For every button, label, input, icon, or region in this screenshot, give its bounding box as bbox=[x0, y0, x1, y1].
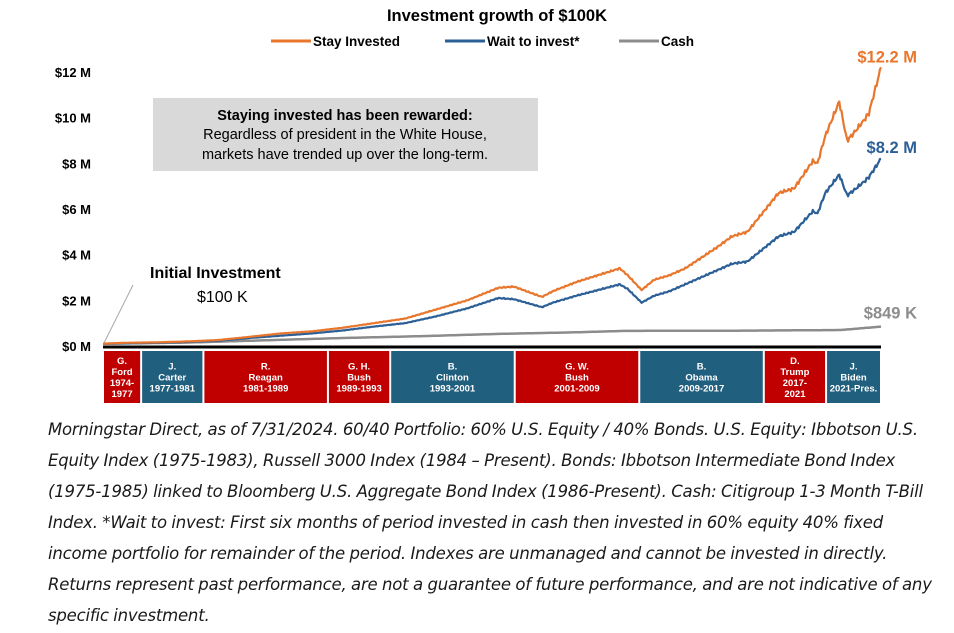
series-line-wait-to-invest bbox=[102, 157, 882, 345]
series-end-labels: $12.2 M $8.2 M $849 K bbox=[857, 48, 917, 322]
president-band-background bbox=[204, 351, 327, 403]
annotation-box-line-1: Regardless of president in the White Hou… bbox=[203, 127, 487, 143]
president-band-text: 2009-2017 bbox=[679, 384, 724, 395]
y-tick-label: $12 M bbox=[55, 65, 91, 80]
president-band-text: 2021 bbox=[784, 389, 806, 400]
president-band-text: Obama bbox=[685, 373, 718, 384]
president-band-text: D. bbox=[790, 356, 800, 367]
legend-label-cash: Cash bbox=[661, 34, 694, 49]
president-band-text: 1977 bbox=[111, 389, 132, 400]
president-band-text: Ford bbox=[112, 367, 133, 378]
legend-label-wait-to-invest: Wait to invest* bbox=[487, 34, 580, 49]
y-tick-label: $2 M bbox=[62, 293, 91, 308]
legend: Stay Invested Wait to invest* Cash bbox=[271, 34, 694, 49]
president-band-text: G. bbox=[117, 356, 127, 367]
president-band-text: Biden bbox=[840, 373, 867, 384]
president-band-text: 2001-2009 bbox=[554, 384, 599, 395]
initial-investment-annotation: Initial Investment $100 K bbox=[103, 265, 281, 344]
president-band-text: 1993-2001 bbox=[430, 384, 476, 395]
president-band-text: Clinton bbox=[436, 373, 469, 384]
initial-investment-value: $100 K bbox=[197, 289, 248, 306]
investment-growth-chart: Investment growth of $100K Stay Invested… bbox=[55, 7, 917, 403]
president-band-text: Bush bbox=[347, 373, 371, 384]
y-tick-label: $10 M bbox=[55, 111, 91, 126]
president-band-background bbox=[142, 351, 203, 403]
president-band-background bbox=[391, 351, 514, 403]
president-band-background bbox=[328, 351, 390, 403]
legend-label-stay-invested: Stay Invested bbox=[313, 34, 400, 49]
president-band-text: G. H. bbox=[348, 362, 370, 373]
y-tick-label: $8 M bbox=[62, 156, 91, 171]
series-lines bbox=[102, 66, 882, 345]
president-band-text: Reagan bbox=[249, 373, 284, 384]
president-band-text: J. bbox=[850, 362, 858, 373]
president-band-text: 2017- bbox=[783, 378, 807, 389]
series-line-cash bbox=[102, 325, 882, 345]
series-line-stay-invested bbox=[102, 66, 882, 345]
president-band-text: B. bbox=[448, 362, 458, 373]
president-band-text: 1989-1993 bbox=[336, 384, 381, 395]
end-label-stay-invested: $12.2 M bbox=[857, 48, 917, 66]
president-band-background bbox=[104, 351, 141, 403]
president-band-background bbox=[827, 351, 880, 403]
president-band-text: 2021-Pres. bbox=[830, 384, 878, 395]
president-band-background bbox=[515, 351, 639, 403]
end-label-cash: $849 K bbox=[864, 305, 917, 323]
y-tick-label: $6 M bbox=[62, 202, 91, 217]
president-band-text: Trump bbox=[780, 367, 809, 378]
president-band-background bbox=[764, 351, 826, 403]
initial-investment-title: Initial Investment bbox=[150, 265, 281, 282]
president-band-text: Bush bbox=[565, 373, 589, 384]
president-band-text: G. W. bbox=[565, 362, 589, 373]
president-band-text: R. bbox=[261, 362, 271, 373]
president-band-text: Carter bbox=[158, 373, 186, 384]
chart-title: Investment growth of $100K bbox=[387, 7, 607, 25]
y-tick-label: $0 M bbox=[62, 339, 91, 354]
president-timeline: G.Ford1974-1977J.Carter1977-1981R.Reagan… bbox=[104, 351, 880, 403]
president-band-text: 1974- bbox=[110, 378, 134, 389]
annotation-box-line-2: markets have trended up over the long-te… bbox=[202, 147, 488, 163]
end-label-wait-to-invest: $8.2 M bbox=[867, 139, 917, 157]
president-band-text: 1981-1989 bbox=[243, 384, 288, 395]
footnote: Morningstar Direct, as of 7/31/2024. 60/… bbox=[48, 420, 932, 625]
annotation-box: Staying invested has been rewarded: Rega… bbox=[153, 98, 538, 171]
president-band-text: B. bbox=[697, 362, 707, 373]
president-band-text: J. bbox=[168, 362, 176, 373]
annotation-box-background bbox=[153, 98, 538, 171]
y-axis-labels: $0 M $2 M $4 M $6 M $8 M $10 M $12 M bbox=[55, 65, 91, 354]
president-band-text: 1977-1981 bbox=[150, 384, 196, 395]
president-band-background bbox=[640, 351, 763, 403]
chart-area: Investment growth of $100K Stay Invested… bbox=[55, 7, 917, 403]
initial-investment-pointer bbox=[103, 284, 134, 344]
annotation-box-title: Staying invested has been rewarded: bbox=[217, 108, 472, 124]
y-tick-label: $4 M bbox=[62, 248, 91, 263]
